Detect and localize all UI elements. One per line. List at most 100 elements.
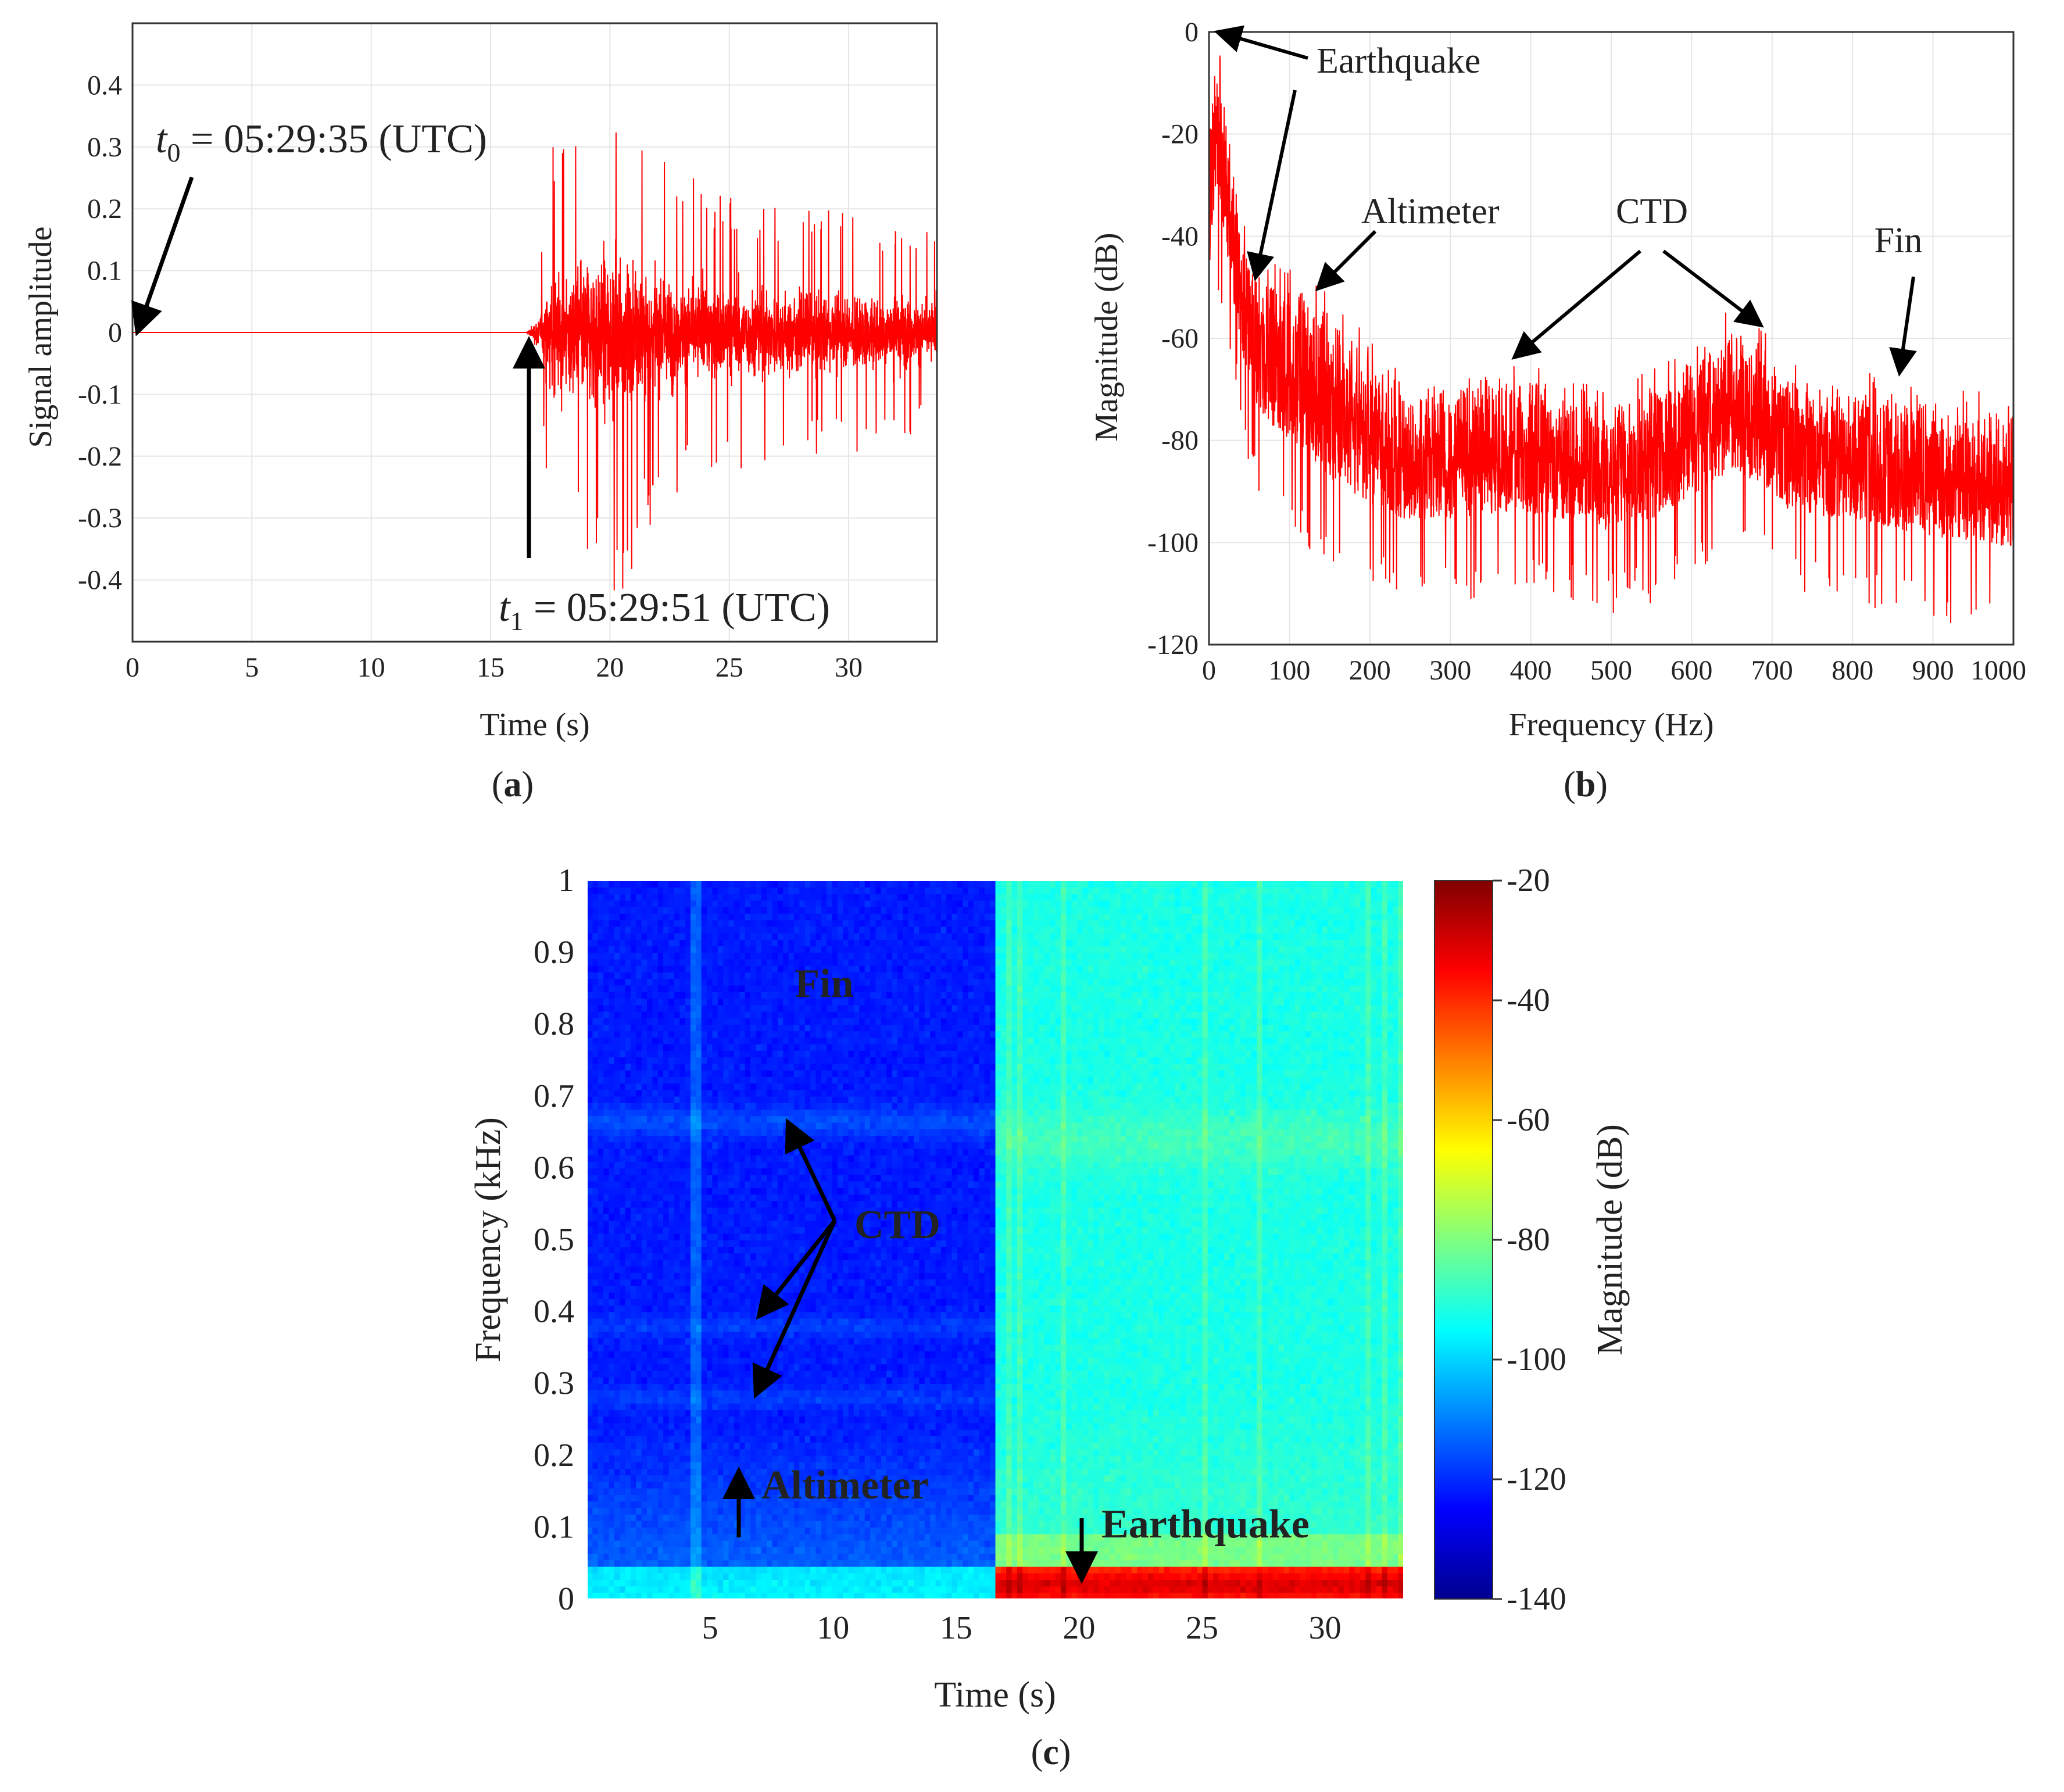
- spectrogram-cell: [750, 1246, 757, 1254]
- spectrogram-cell: [679, 1325, 686, 1332]
- spectrogram-cell: [691, 1207, 697, 1214]
- spectrogram-cell: [701, 1318, 707, 1325]
- spectrogram-cell: [827, 1311, 833, 1319]
- spectrogram-cell: [788, 1285, 795, 1293]
- spectrogram-cell: [799, 1129, 806, 1136]
- spectrogram-cell: [685, 965, 691, 973]
- spectrogram-cell: [668, 1579, 675, 1587]
- spectrogram-cell: [810, 1220, 817, 1228]
- spectrogram-cell: [821, 1337, 827, 1345]
- spectrogram-cell: [609, 1265, 615, 1273]
- spectrogram-cell: [620, 1299, 626, 1306]
- spectrogram-cell: [668, 906, 675, 914]
- spectrogram-cell: [614, 958, 620, 966]
- spectrogram-cell: [761, 1181, 767, 1188]
- spectrogram-cell: [636, 1115, 642, 1123]
- spectrogram-cell: [756, 1475, 762, 1482]
- spectrogram-cell: [815, 1488, 822, 1495]
- spectrogram-cell: [587, 1481, 593, 1489]
- spectrogram-cell: [739, 1220, 746, 1228]
- spectrogram-cell: [804, 1246, 811, 1254]
- spectrogram-cell: [641, 1592, 648, 1599]
- spectrogram-cell: [712, 1168, 718, 1175]
- spectrogram-cell: [620, 1488, 626, 1495]
- spectrogram-cell: [728, 1396, 735, 1404]
- spectrogram-cell: [761, 1566, 767, 1573]
- spectrogram-cell: [674, 1494, 681, 1502]
- spectrogram-cell: [793, 1370, 800, 1378]
- spectrogram-cell: [788, 1174, 795, 1182]
- spectrogram-cell: [598, 1096, 604, 1103]
- spectrogram-cell: [728, 1442, 735, 1450]
- spectrogram-cell: [783, 1436, 789, 1443]
- spectrogram-cell: [810, 1325, 817, 1332]
- spectrogram-cell: [788, 1279, 795, 1286]
- spectrogram-cell: [652, 893, 659, 901]
- spectrogram-cell: [783, 1220, 789, 1228]
- spectrogram-cell: [739, 1083, 746, 1090]
- spectrogram-cell: [598, 1305, 604, 1312]
- spectrogram-cell: [810, 1351, 817, 1358]
- spectrogram-cell: [712, 1089, 718, 1097]
- spectrogram-cell: [745, 1089, 751, 1097]
- spectrogram-cell: [636, 1429, 642, 1436]
- spectrogram-cell: [603, 985, 610, 992]
- spectrogram-cell: [712, 992, 718, 999]
- spectrogram-cell: [777, 1129, 784, 1136]
- spectrogram-cell: [657, 1547, 664, 1554]
- spectrogram-cell: [696, 1377, 702, 1384]
- spectrogram-cell: [739, 1161, 746, 1169]
- spectrogram-cell: [603, 1187, 610, 1195]
- spectrogram-cell: [674, 1018, 681, 1025]
- spectrogram-cell: [799, 946, 806, 953]
- spectrogram-cell: [652, 1488, 659, 1495]
- spectrogram-cell: [777, 1096, 784, 1103]
- spectrogram-cell: [815, 1521, 822, 1528]
- spectrogram-cell: [739, 978, 746, 986]
- spectrogram-cell: [609, 1331, 615, 1339]
- spectrogram-cell: [756, 985, 762, 992]
- spectrogram-cell: [674, 1468, 681, 1476]
- spectrogram-cell: [679, 1161, 686, 1169]
- spectrogram-cell: [821, 1468, 827, 1476]
- spectrogram-cell: [647, 1416, 653, 1423]
- spectrogram-cell: [799, 920, 806, 927]
- spectrogram-cell: [728, 1246, 735, 1254]
- spectrogram-cell: [598, 1416, 604, 1423]
- spectrogram-cell: [777, 1024, 784, 1032]
- spectrogram-cell: [745, 1194, 751, 1201]
- spectrogram-cell: [657, 1579, 664, 1587]
- spectrogram-cell: [620, 992, 626, 999]
- spectrogram-cell: [603, 1024, 610, 1032]
- spectrogram-cell: [783, 900, 789, 907]
- spectrogram-cell: [663, 958, 670, 966]
- spectrogram-cell: [598, 932, 604, 940]
- spectrogram-cell: [652, 1527, 659, 1535]
- spectrogram-cell: [750, 1037, 757, 1045]
- spectrogram-cell: [750, 1285, 757, 1293]
- spectrogram-cell: [815, 1507, 822, 1515]
- spectrogram-cell: [657, 958, 664, 966]
- spectrogram-cell: [739, 1337, 746, 1345]
- spectrogram-cell: [772, 1521, 778, 1528]
- spectrogram-cell: [625, 1533, 631, 1541]
- spectrogram-cell: [777, 1540, 784, 1547]
- spectrogram-cell: [707, 1337, 713, 1345]
- spectrogram-cell: [712, 881, 718, 888]
- spectrogram-cell: [701, 1148, 707, 1156]
- spectrogram-cell: [827, 1553, 833, 1561]
- spectrogram-cell: [772, 965, 778, 973]
- spectrogram-cell: [723, 932, 729, 940]
- spectrogram-cell: [717, 952, 724, 960]
- spectrogram-cell: [777, 1226, 784, 1234]
- spectrogram-cell: [625, 1462, 631, 1469]
- spectrogram-cell: [799, 1507, 806, 1515]
- spectrogram-cell: [827, 1410, 833, 1417]
- spectrogram-cell: [674, 1240, 681, 1247]
- spectrogram-cell: [701, 978, 707, 986]
- spectrogram-cell: [783, 881, 789, 888]
- spectrogram-cell: [609, 1214, 615, 1221]
- spectrogram-cell: [717, 1481, 724, 1489]
- spectrogram-cell: [712, 1181, 718, 1188]
- spectrogram-cell: [691, 1364, 697, 1371]
